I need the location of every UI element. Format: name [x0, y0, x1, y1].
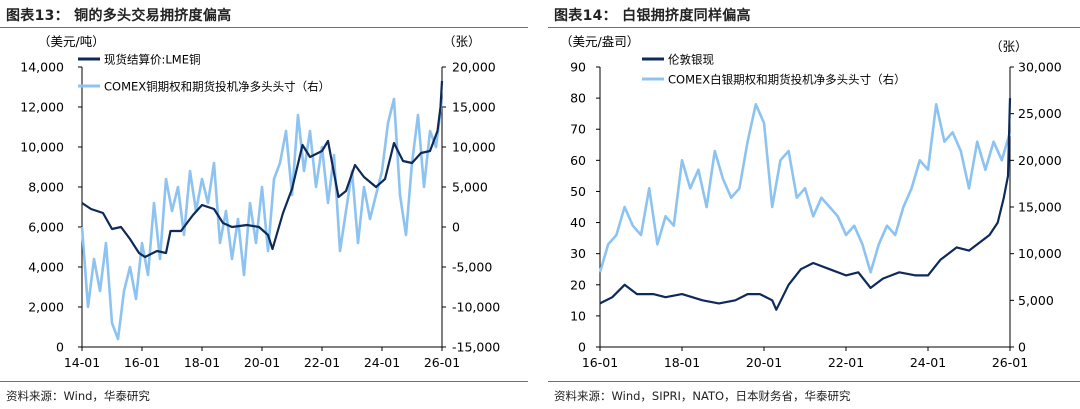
copper-chart: 0 2,000 4,000 6,000 8,000 10,000 12,000 14,000 -…	[20, 34, 500, 370]
right-tick-label: 20,000	[1018, 153, 1062, 168]
left-tick-label: 20	[570, 277, 586, 292]
legend-label: 伦敦银现	[668, 53, 714, 67]
right-tick-label: 0	[1018, 340, 1026, 355]
top-rule	[548, 27, 1080, 28]
x-tick-label: 22-01	[304, 355, 340, 370]
series-line-light	[598, 103, 1012, 274]
right-unit-label: （张）	[443, 34, 481, 49]
left-tick-label: 10,000	[20, 140, 64, 155]
legend-label: COMEX白银期权和期货投机净多头头寸（右）	[668, 73, 906, 87]
left-tick-label: 10	[570, 308, 586, 323]
left-tick-label: 0	[56, 340, 64, 355]
left-tick-label: 6,000	[28, 220, 64, 235]
x-tick-label: 18-01	[664, 355, 700, 370]
left-tick-label: 80	[570, 91, 586, 106]
right-tick-label: 15,000	[452, 100, 496, 115]
right-unit-label: （张）	[990, 39, 1028, 54]
left-tick-label: 4,000	[28, 260, 64, 275]
left-tick-label: 30	[570, 246, 586, 261]
series-line-dark	[599, 98, 1012, 311]
right-tick-label: 10,000	[1018, 246, 1062, 261]
right-tick-label: 20,000	[452, 60, 496, 75]
left-unit-label: （美元/盎司）	[560, 34, 639, 49]
left-tick-label: 8,000	[28, 180, 64, 195]
bottom-rule	[548, 381, 1080, 382]
copper-source: 资料来源：Wind，华泰研究	[6, 389, 150, 403]
bottom-rule	[0, 381, 528, 382]
top-rule	[0, 27, 528, 28]
right-tick-label: 0	[452, 220, 460, 235]
x-tick-label: 16-01	[582, 355, 618, 370]
x-tick-label: 14-01	[64, 355, 100, 370]
left-tick-label: 50	[570, 184, 586, 199]
x-tick-label: 22-01	[828, 355, 864, 370]
x-tick-label: 16-01	[124, 355, 160, 370]
left-tick-label: 0	[578, 340, 586, 355]
silver-panel: 图表14： 白银拥挤度同样偏高 0 10 20 30 40 50 60 70 80 90 0 5,00…	[548, 0, 1080, 409]
left-tick-label: 60	[570, 153, 586, 168]
right-tick-label: 10,000	[452, 140, 496, 155]
x-tick-label: 24-01	[364, 355, 400, 370]
x-tick-label: 20-01	[244, 355, 280, 370]
legend-label: 现货结算价:LME铜	[104, 53, 200, 67]
right-tick-label: -5,000	[452, 260, 492, 275]
series-line-light	[80, 97, 444, 341]
x-tick-label: 24-01	[910, 355, 946, 370]
x-tick-label: 26-01	[424, 355, 460, 370]
left-tick-label: 2,000	[28, 300, 64, 315]
copper-panel: 图表13： 铜的多头交易拥挤度偏高 0 2,000 4,000 6,000 8,000 1…	[0, 0, 528, 409]
silver-chart-title: 图表14： 白银拥挤度同样偏高	[554, 8, 751, 24]
x-tick-label: 20-01	[746, 355, 782, 370]
silver-chart: 0 10 20 30 40 50 60 70 80 90 0 5,000 10,000 15,000 20,…	[560, 34, 1062, 370]
right-tick-label: -10,000	[452, 300, 500, 315]
right-tick-label: 25,000	[1018, 106, 1062, 121]
legend-label: COMEX铜期权和期货投机净多头头寸（右）	[104, 80, 330, 94]
silver-source: 资料来源：Wind，SIPRI，NATO，日本财务省，华泰研究	[554, 389, 851, 403]
left-tick-label: 40	[570, 215, 586, 230]
right-tick-label: 5,000	[452, 180, 488, 195]
right-tick-label: -15,000	[452, 340, 500, 355]
right-tick-label: 30,000	[1018, 60, 1062, 75]
right-tick-label: 15,000	[1018, 200, 1062, 215]
copper-chart-title: 图表13： 铜的多头交易拥挤度偏高	[6, 8, 232, 24]
left-tick-label: 90	[570, 60, 586, 75]
x-tick-label: 18-01	[184, 355, 220, 370]
right-tick-label: 5,000	[1018, 293, 1054, 308]
left-tick-label: 70	[570, 122, 586, 137]
left-unit-label: （美元/吨）	[38, 34, 105, 49]
x-tick-label: 26-01	[992, 355, 1028, 370]
series-line-dark	[81, 80, 444, 259]
left-tick-label: 12,000	[20, 100, 64, 115]
left-tick-label: 14,000	[20, 60, 64, 75]
